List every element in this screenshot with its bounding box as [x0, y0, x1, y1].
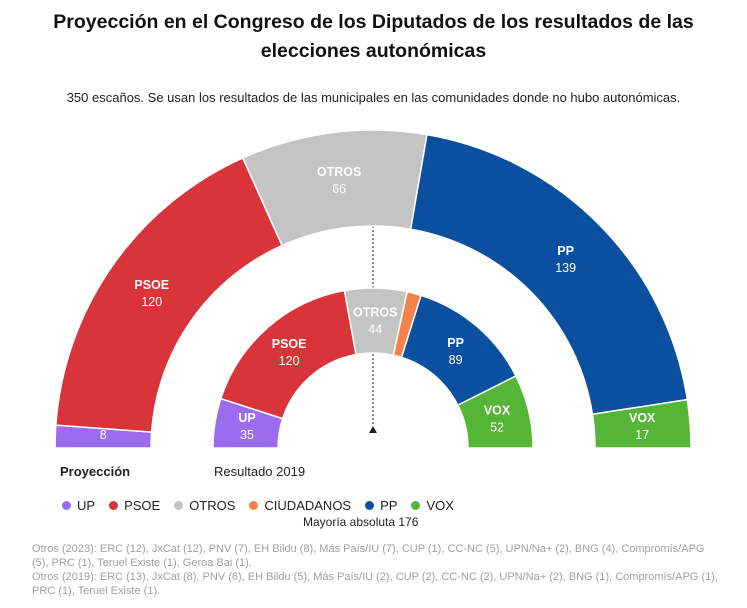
slice-value: 120: [279, 354, 300, 368]
slice-label: PSOE: [134, 278, 169, 292]
slice-label: UP: [238, 411, 255, 425]
legend-item-psoe: PSOE: [109, 498, 160, 513]
slice-label: PP: [447, 336, 464, 350]
legend-label: OTROS: [189, 498, 236, 513]
legend-item-otros: OTROS: [174, 498, 235, 513]
chart-title: Proyección en el Congreso de los Diputad…: [53, 11, 694, 62]
slice-value: 120: [141, 295, 162, 309]
slice-value: 35: [240, 428, 254, 442]
slice-value: 8: [100, 428, 107, 442]
legend-label: CIUDADANOS: [264, 498, 352, 513]
majority-label: Mayoría absoluta 176: [303, 515, 419, 529]
legend-swatch: [249, 501, 259, 510]
slice-label: OTROS: [353, 306, 397, 320]
legend-label: PP: [380, 498, 398, 513]
slice-label: PP: [557, 244, 574, 258]
legend-swatch: [109, 501, 119, 510]
legend-swatch: [62, 501, 71, 510]
slice-value: 66: [332, 182, 346, 196]
slice-value: 52: [490, 421, 504, 435]
legend-swatch: [365, 501, 375, 510]
slice-label: VOX: [629, 411, 656, 425]
slice-value: 44: [368, 323, 382, 337]
slice-value: 89: [449, 353, 463, 367]
legend: UP PSOE OTROS CIUDADANOS PP VOX: [62, 498, 468, 513]
legend-label: UP: [77, 498, 96, 513]
chart-label-2019: Resultado 2019: [214, 464, 305, 479]
legend-label: VOX: [426, 498, 454, 513]
footnote-2019: Otros (2019): ERC (13), JxCat (8), PNV (…: [32, 571, 718, 597]
legend-item-pp: PP: [365, 498, 397, 513]
legend-swatch: [411, 501, 421, 510]
footnotes: Otros (2023): ERC (12), JxCat (12), PNV …: [32, 542, 722, 598]
footnote-2023: Otros (2023): ERC (12), JxCat (12), PNV …: [32, 543, 705, 569]
majority-marker: [369, 426, 377, 433]
legend-item-vox: VOX: [411, 498, 454, 513]
slice-label: OTROS: [317, 165, 361, 179]
slice-label: VOX: [484, 404, 511, 418]
slice-value: 17: [635, 428, 649, 442]
slice-value: 139: [555, 261, 576, 275]
seat-arc-proyeccion-vox: [591, 398, 692, 449]
chart-subtitle: 350 escaños. Se usan los resultados de l…: [66, 90, 681, 105]
seat-arc-2019-vox: [456, 374, 534, 449]
legend-label: PSOE: [124, 498, 161, 513]
legend-item-up: UP: [62, 498, 95, 513]
legend-item-ciudadanos: CIUDADANOS: [249, 498, 351, 513]
slice-label: PSOE: [272, 337, 307, 351]
chart-label-proyeccion: Proyección: [60, 464, 130, 479]
legend-swatch: [174, 501, 184, 510]
